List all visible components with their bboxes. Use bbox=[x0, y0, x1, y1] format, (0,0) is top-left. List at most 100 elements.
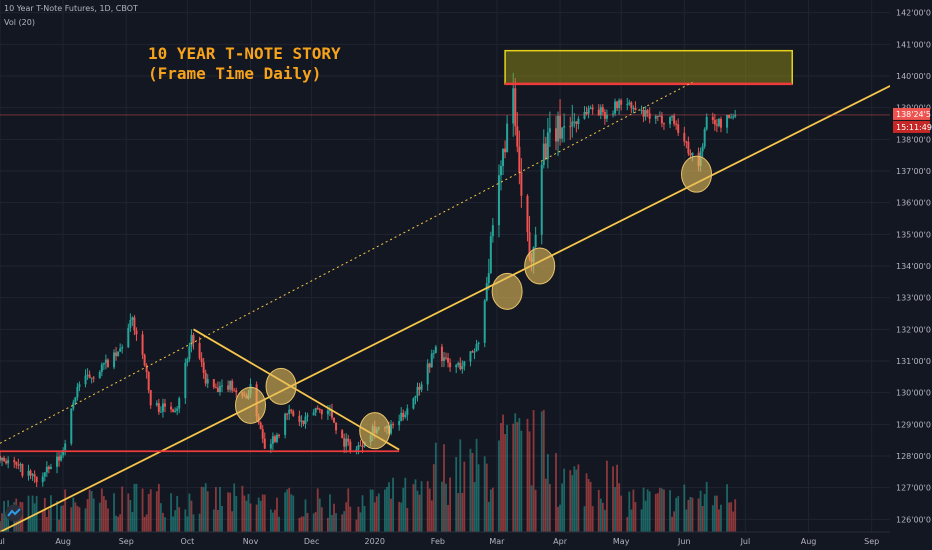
candle-body bbox=[286, 413, 289, 415]
candle-body bbox=[502, 148, 505, 167]
volume-bar bbox=[477, 464, 480, 532]
price-tick-label: 134'00'0 bbox=[896, 262, 931, 271]
volume-bar bbox=[585, 473, 588, 532]
candle-body bbox=[518, 146, 521, 173]
volume-bar bbox=[369, 489, 372, 532]
volume-bar bbox=[235, 495, 238, 532]
volume-bar bbox=[701, 506, 704, 532]
volume-bar bbox=[349, 506, 352, 532]
candle-body bbox=[628, 102, 631, 105]
volume-bar bbox=[392, 477, 394, 532]
time-tick-label: Feb bbox=[431, 537, 445, 546]
volume-bar bbox=[671, 516, 673, 532]
volume-bar bbox=[591, 506, 594, 532]
candle-body bbox=[587, 108, 590, 114]
candle-body bbox=[359, 445, 362, 447]
price-tick-label: 138'00'0 bbox=[896, 135, 931, 144]
candle-body bbox=[335, 422, 338, 431]
volume-bar bbox=[589, 481, 592, 532]
candle-body bbox=[685, 141, 688, 143]
candle-body bbox=[644, 110, 647, 117]
volume-bar bbox=[306, 512, 309, 532]
candle-body bbox=[390, 424, 393, 434]
volume-bar bbox=[17, 510, 20, 532]
volume-bar bbox=[186, 516, 189, 532]
price-tick-label: 129'00'0 bbox=[896, 420, 931, 429]
candle-body bbox=[603, 112, 606, 119]
candle-body bbox=[259, 422, 262, 430]
symbol-header[interactable]: 10 Year T-Note Futures, 1D, CBOT bbox=[4, 4, 138, 13]
volume-bar bbox=[718, 509, 720, 532]
candle-body bbox=[49, 466, 52, 470]
volume-bar bbox=[656, 493, 659, 532]
candle-body bbox=[127, 327, 130, 348]
candle-body bbox=[426, 363, 429, 385]
candle-body bbox=[469, 351, 472, 362]
price-tick-label: 126'00'0 bbox=[896, 515, 931, 524]
volume-bar bbox=[147, 493, 150, 532]
volume-bar bbox=[426, 481, 429, 532]
volume-bar bbox=[601, 502, 604, 532]
candle-body bbox=[728, 114, 731, 119]
volume-indicator-label[interactable]: Vol (20) bbox=[4, 18, 35, 27]
candle-body bbox=[361, 445, 364, 447]
candle-body bbox=[1, 457, 4, 461]
candle-body bbox=[62, 450, 65, 456]
volume-bar bbox=[243, 495, 246, 532]
price-tick-label: 132'00'0 bbox=[896, 325, 931, 334]
volume-bar bbox=[200, 486, 203, 532]
volume-bar bbox=[402, 487, 405, 532]
candle-body bbox=[540, 164, 543, 235]
volume-bar bbox=[121, 486, 124, 532]
volume-bar bbox=[734, 499, 737, 532]
candle-body bbox=[163, 403, 166, 407]
time-tick-label: Sep bbox=[119, 537, 134, 546]
volume-bar bbox=[33, 503, 36, 532]
candle-body bbox=[563, 126, 566, 128]
volume-bar bbox=[532, 410, 535, 532]
candle-body bbox=[412, 398, 415, 409]
volume-bar bbox=[473, 482, 476, 532]
volume-bar bbox=[573, 466, 576, 532]
volume-bar bbox=[418, 494, 421, 532]
candle-body bbox=[92, 377, 95, 379]
candle-body bbox=[485, 283, 488, 301]
volume-bar bbox=[691, 497, 694, 532]
time-tick-label: Apr bbox=[553, 537, 568, 546]
candle-body bbox=[355, 449, 358, 451]
candle-body bbox=[345, 438, 348, 447]
candle-body bbox=[430, 353, 433, 368]
candle-body bbox=[271, 436, 274, 444]
candle-body bbox=[614, 101, 617, 114]
candle-body bbox=[333, 417, 336, 423]
price-tick-label: 142'00'0 bbox=[896, 9, 931, 18]
candle-body bbox=[648, 113, 651, 119]
volume-bar bbox=[542, 409, 545, 532]
candle-body bbox=[35, 476, 38, 483]
candle-body bbox=[263, 438, 266, 449]
candle-body bbox=[314, 407, 317, 413]
tradingview-logo-icon[interactable] bbox=[5, 504, 23, 522]
price-tick-label: 135'00'0 bbox=[896, 230, 931, 239]
volume-bar bbox=[569, 470, 572, 532]
candle-body bbox=[70, 408, 73, 444]
volume-bar bbox=[577, 464, 580, 532]
volume-bar bbox=[616, 464, 618, 532]
candle-body bbox=[58, 456, 61, 461]
volume-bar bbox=[713, 495, 716, 532]
volume-bar bbox=[263, 494, 266, 532]
volume-bar bbox=[316, 488, 319, 532]
volume-bar bbox=[728, 502, 731, 532]
volume-bar bbox=[371, 489, 374, 532]
volume-bar bbox=[329, 494, 331, 532]
volume-bar bbox=[47, 509, 50, 532]
time-tick-label: Jul bbox=[740, 537, 751, 546]
volume-bar bbox=[414, 479, 417, 532]
volume-bar bbox=[162, 512, 164, 532]
candle-body bbox=[104, 359, 107, 363]
candle-body bbox=[192, 335, 195, 344]
price-tick-label: 137'00'0 bbox=[896, 167, 931, 176]
volume-bar bbox=[500, 422, 502, 532]
countdown-label: 15:11:49 bbox=[896, 123, 932, 132]
